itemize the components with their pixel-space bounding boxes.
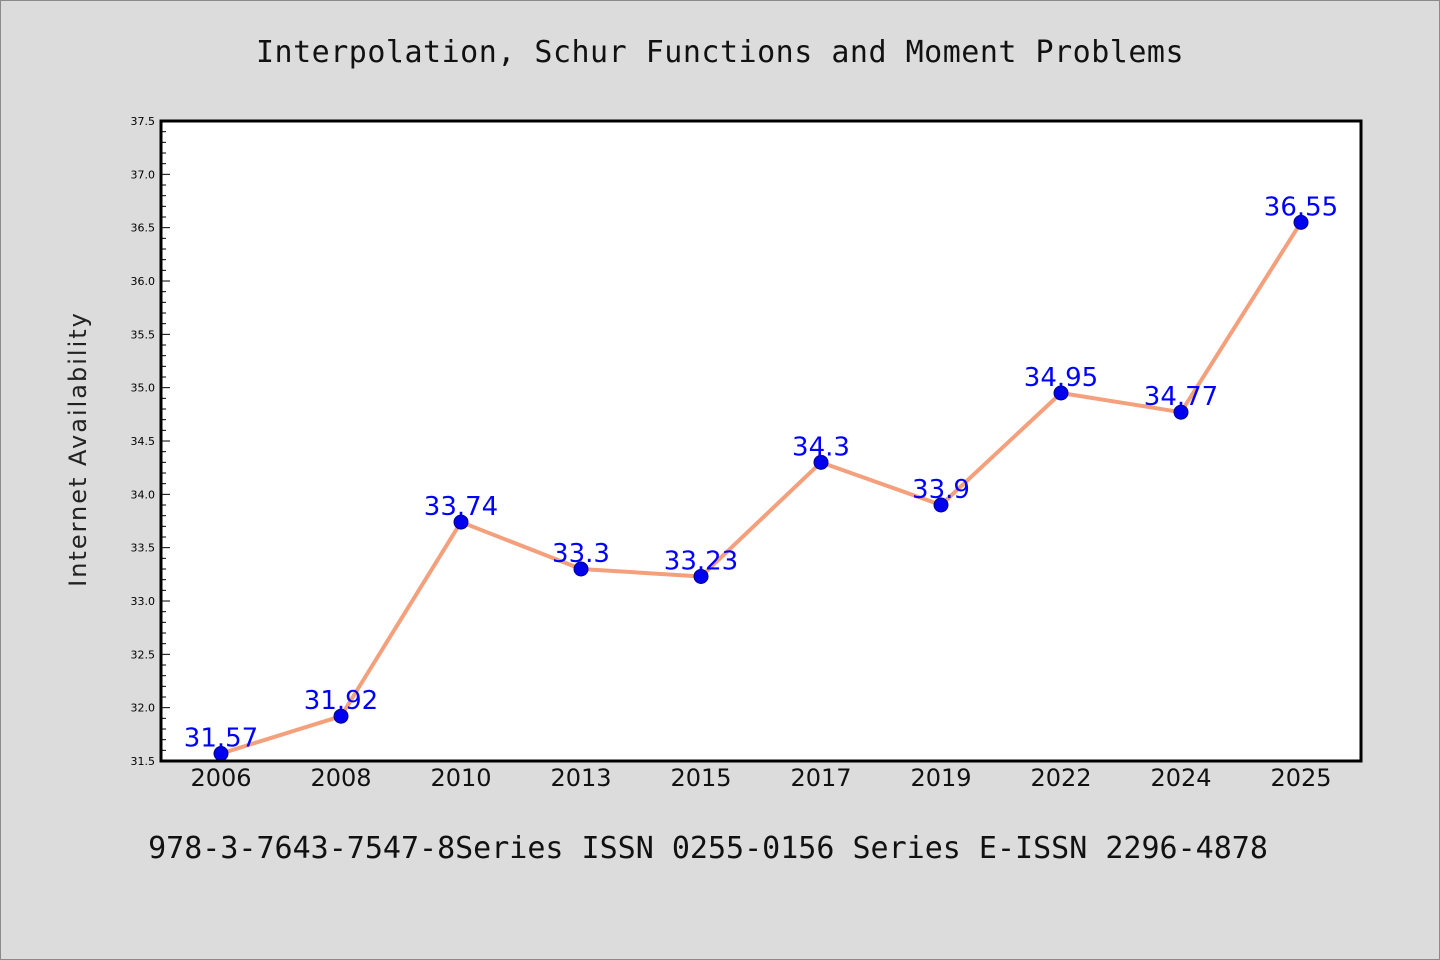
y-tick-label: 32.0 <box>131 702 156 715</box>
data-point <box>333 708 349 724</box>
x-tick-label: 2015 <box>670 764 731 792</box>
y-tick-label: 34.0 <box>131 488 156 501</box>
series-line <box>219 220 1303 756</box>
plot-frame <box>159 119 1363 763</box>
data-label: 33.3 <box>552 539 610 569</box>
data-label: 34.3 <box>792 432 850 462</box>
data-label: 33.23 <box>664 546 738 576</box>
plot-area <box>161 121 1361 761</box>
y-tick-label: 37.0 <box>131 168 156 181</box>
data-label: 31.57 <box>184 724 258 754</box>
data-point <box>573 561 589 577</box>
y-tick-label: 33.0 <box>131 595 156 608</box>
data-label: 31.92 <box>304 686 378 716</box>
footer-text: 978-3-7643-7547-8Series ISSN 0255-0156 S… <box>148 831 1268 866</box>
y-tick-label: 34.5 <box>131 435 156 448</box>
x-tick-label: 2022 <box>1030 764 1091 792</box>
data-label: 33.74 <box>424 492 498 522</box>
y-tick-label: 31.5 <box>131 755 156 768</box>
data-label: 36.55 <box>1264 192 1338 222</box>
data-point <box>813 454 829 470</box>
x-tick-label: 2024 <box>1150 764 1211 792</box>
data-point <box>1173 404 1189 420</box>
x-tick-label: 2008 <box>310 764 371 792</box>
data-point <box>693 568 709 584</box>
chart-title: Interpolation, Schur Functions and Momen… <box>255 35 1185 70</box>
x-tick-label: 2025 <box>1270 764 1331 792</box>
data-point <box>453 514 469 530</box>
x-tick-label: 2017 <box>790 764 851 792</box>
y-tick-label: 35.5 <box>131 328 156 341</box>
data-point <box>933 497 949 513</box>
y-tick-label: 32.5 <box>131 648 156 661</box>
y-tick-label: 37.5 <box>131 115 156 128</box>
y-tick-label: 35.0 <box>131 382 156 395</box>
y-tick-label: 33.5 <box>131 542 156 555</box>
x-tick-label: 2010 <box>430 764 491 792</box>
x-tick-label: 2006 <box>190 764 251 792</box>
data-label: 34.95 <box>1024 363 1098 393</box>
data-point <box>1053 385 1069 401</box>
data-label: 33.9 <box>912 475 970 505</box>
x-tick-label: 2013 <box>550 764 611 792</box>
data-point <box>1293 214 1309 230</box>
x-tick-label: 2019 <box>910 764 971 792</box>
y-tick-label: 36.0 <box>131 275 156 288</box>
data-label: 34.77 <box>1144 382 1218 412</box>
y-tick-label: 36.5 <box>131 222 156 235</box>
